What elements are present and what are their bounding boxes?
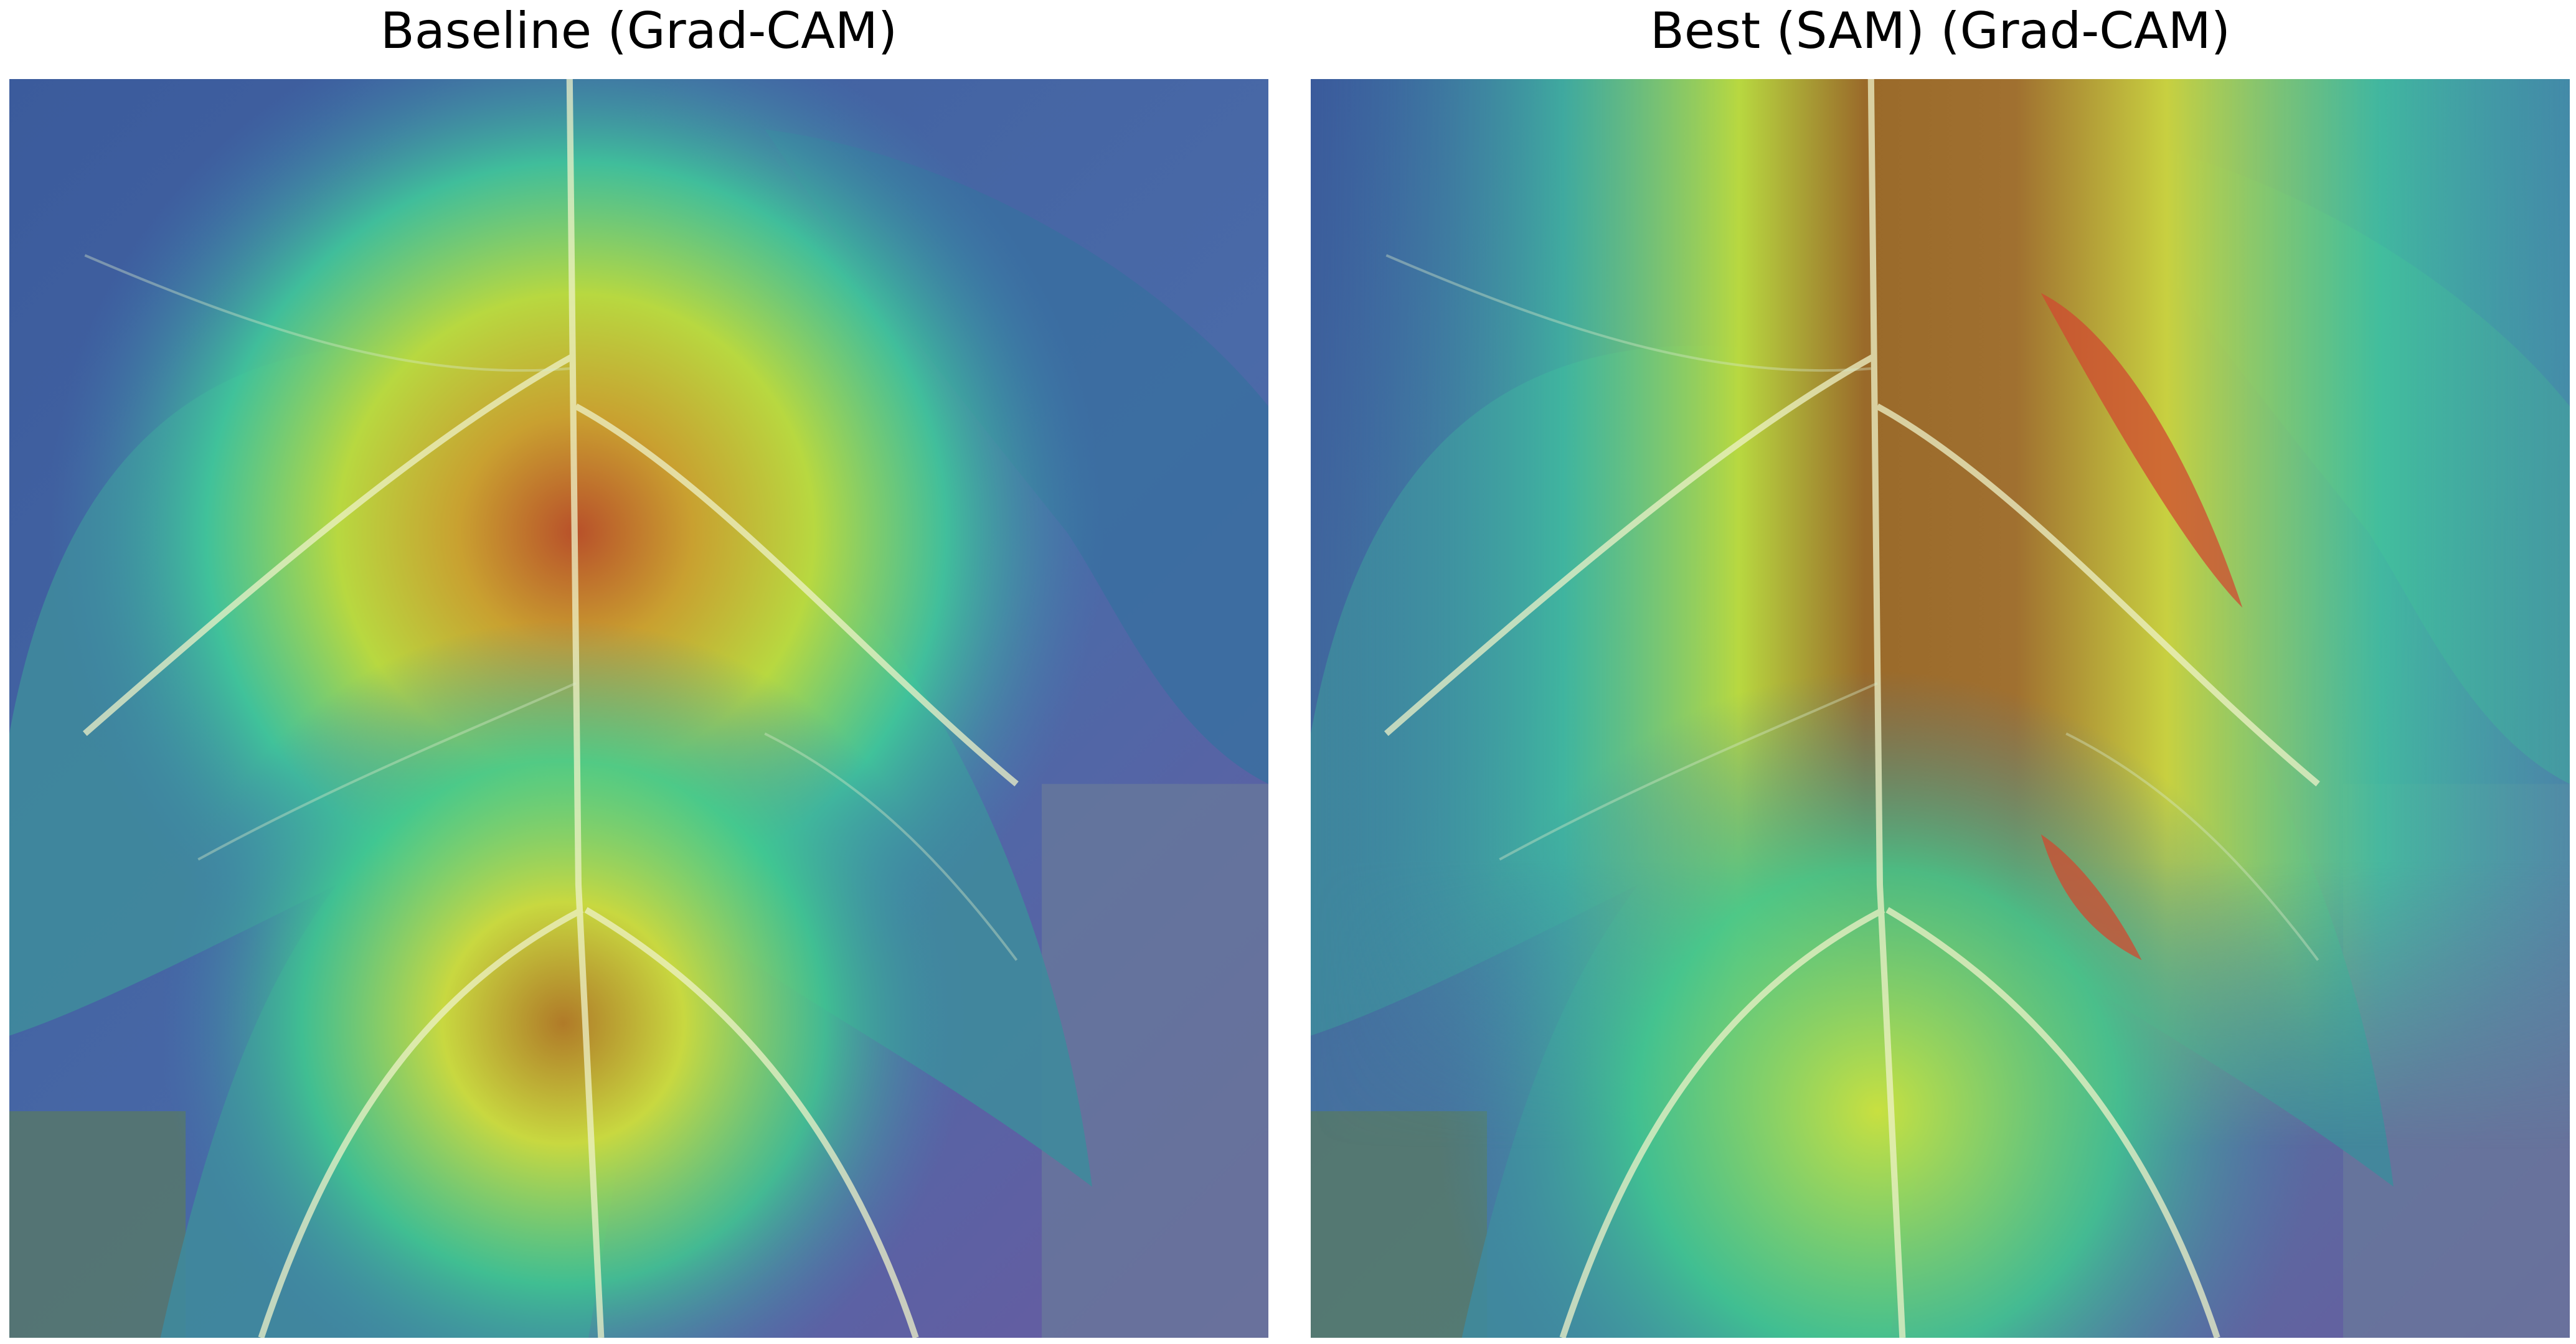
sam-gradcam-svg (1311, 79, 2570, 1338)
baseline-gradcam-svg (9, 79, 1268, 1338)
baseline-gradcam-image (9, 79, 1268, 1338)
sam-gradcam-image (1311, 79, 2570, 1338)
sam-panel-title: Best (SAM) (Grad-CAM) (1649, 2, 2231, 60)
baseline-panel-title: Baseline (Grad-CAM) (380, 2, 898, 60)
